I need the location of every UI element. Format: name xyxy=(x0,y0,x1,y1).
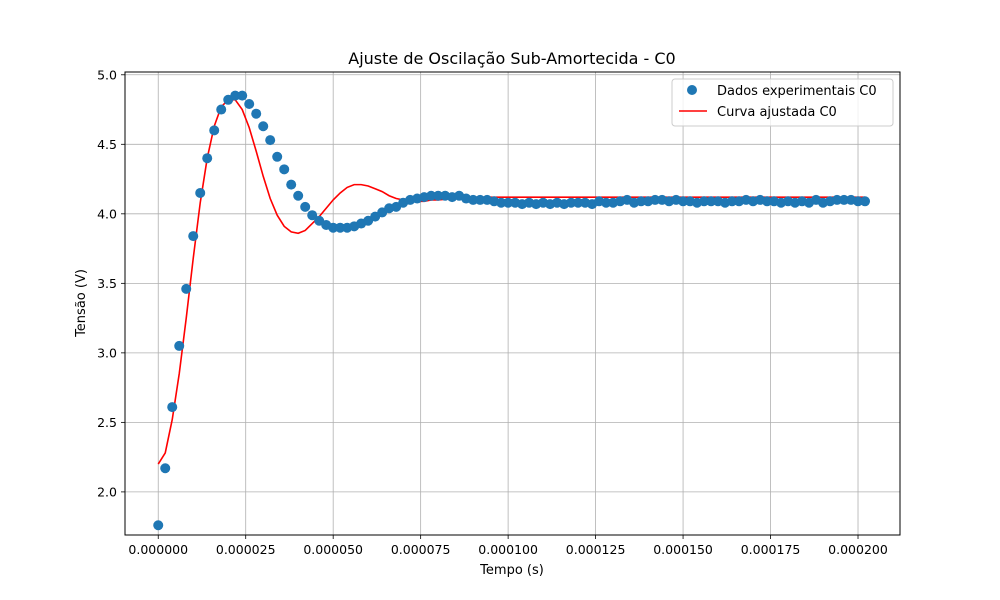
x-axis: 0.000000 0.000025 0.000050 0.000075 0.000100… xyxy=(128,535,888,557)
data-point xyxy=(650,194,661,205)
data-point xyxy=(202,153,213,164)
data-point xyxy=(209,125,220,136)
x-tick-label: 0.000150 xyxy=(653,542,713,557)
y-tick-label: 4.0 xyxy=(97,206,117,221)
data-point xyxy=(174,340,185,351)
data-point xyxy=(727,196,738,207)
fit-curve-line xyxy=(157,99,866,465)
data-point xyxy=(573,197,584,208)
chart-title: Ajuste de Oscilação Sub-Amortecida - C0 xyxy=(348,49,675,68)
data-point xyxy=(566,197,577,208)
plot-area-frame xyxy=(124,71,901,536)
x-tick-label: 0.000000 xyxy=(128,542,188,557)
data-point xyxy=(468,194,479,205)
data-point xyxy=(762,196,773,207)
data-point xyxy=(860,196,871,207)
data-point xyxy=(839,194,850,205)
data-point xyxy=(230,90,241,101)
data-points-layer xyxy=(153,90,871,531)
y-axis: 2.0 2.5 3.0 3.5 4.0 4.5 5.0 xyxy=(97,67,125,499)
data-point xyxy=(699,196,710,207)
data-point xyxy=(188,231,199,242)
data-point xyxy=(153,520,164,531)
legend: Dados experimentais C0 Curva ajustada C0 xyxy=(671,78,894,127)
data-point xyxy=(300,201,311,212)
legend-marker-scatter xyxy=(687,85,697,95)
x-tick-label: 0.000200 xyxy=(828,542,888,557)
data-point xyxy=(293,190,304,201)
y-tick-label: 4.5 xyxy=(97,137,117,152)
data-point xyxy=(307,210,318,221)
data-point xyxy=(258,121,269,132)
x-tick-label: 0.000175 xyxy=(741,542,801,557)
data-point xyxy=(601,197,612,208)
y-tick-label: 3.0 xyxy=(97,345,117,360)
x-tick-label: 0.000125 xyxy=(566,542,626,557)
data-point xyxy=(279,164,290,175)
data-point xyxy=(195,187,206,198)
data-point xyxy=(433,190,444,201)
y-tick-label: 3.5 xyxy=(97,276,117,291)
grid xyxy=(125,72,900,535)
data-point xyxy=(832,194,843,205)
x-tick-label: 0.000100 xyxy=(478,542,538,557)
legend-label-scatter: Dados experimentais C0 xyxy=(717,84,877,99)
legend-label-line: Curva ajustada C0 xyxy=(717,105,837,120)
data-point xyxy=(426,190,437,201)
y-axis-label: Tensão (V) xyxy=(74,269,89,338)
y-tick-label: 2.5 xyxy=(97,415,117,430)
data-point xyxy=(160,463,171,474)
data-point xyxy=(286,179,297,190)
x-axis-label: Tempo (s) xyxy=(479,563,544,578)
data-point xyxy=(678,196,689,207)
x-tick-label: 0.000025 xyxy=(216,542,276,557)
data-point xyxy=(853,196,864,207)
x-tick-label: 0.000050 xyxy=(303,542,363,557)
data-point xyxy=(706,196,717,207)
data-point xyxy=(475,194,486,205)
data-point xyxy=(265,135,276,146)
data-point xyxy=(503,197,514,208)
data-point xyxy=(167,402,178,413)
legend-box xyxy=(671,78,894,127)
x-tick-label: 0.000075 xyxy=(391,542,451,557)
data-point xyxy=(272,151,283,162)
data-point xyxy=(335,222,346,233)
data-point xyxy=(328,222,339,233)
data-point xyxy=(181,283,192,294)
data-point xyxy=(636,196,647,207)
data-point xyxy=(237,90,248,101)
y-tick-label: 2.0 xyxy=(97,484,117,499)
y-tick-label: 5.0 xyxy=(97,67,117,82)
data-point xyxy=(496,197,507,208)
data-point xyxy=(251,108,262,119)
data-point xyxy=(244,98,255,109)
data-point xyxy=(216,104,227,115)
fit-curve-layer xyxy=(157,99,866,465)
